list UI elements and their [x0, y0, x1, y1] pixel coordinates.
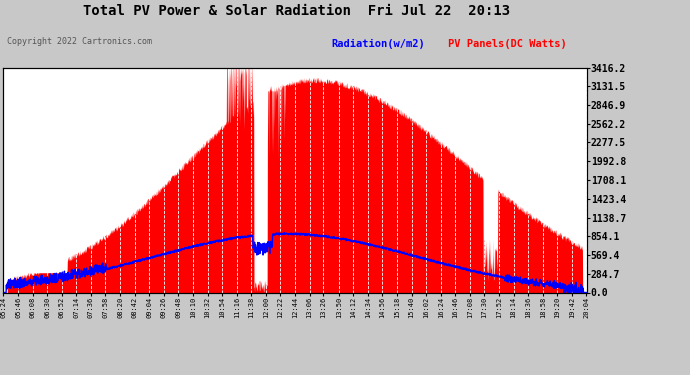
Text: Radiation(w/m2): Radiation(w/m2): [331, 39, 425, 50]
Text: PV Panels(DC Watts): PV Panels(DC Watts): [448, 39, 567, 50]
Text: Total PV Power & Solar Radiation  Fri Jul 22  20:13: Total PV Power & Solar Radiation Fri Jul…: [83, 4, 511, 18]
Text: Copyright 2022 Cartronics.com: Copyright 2022 Cartronics.com: [7, 38, 152, 46]
